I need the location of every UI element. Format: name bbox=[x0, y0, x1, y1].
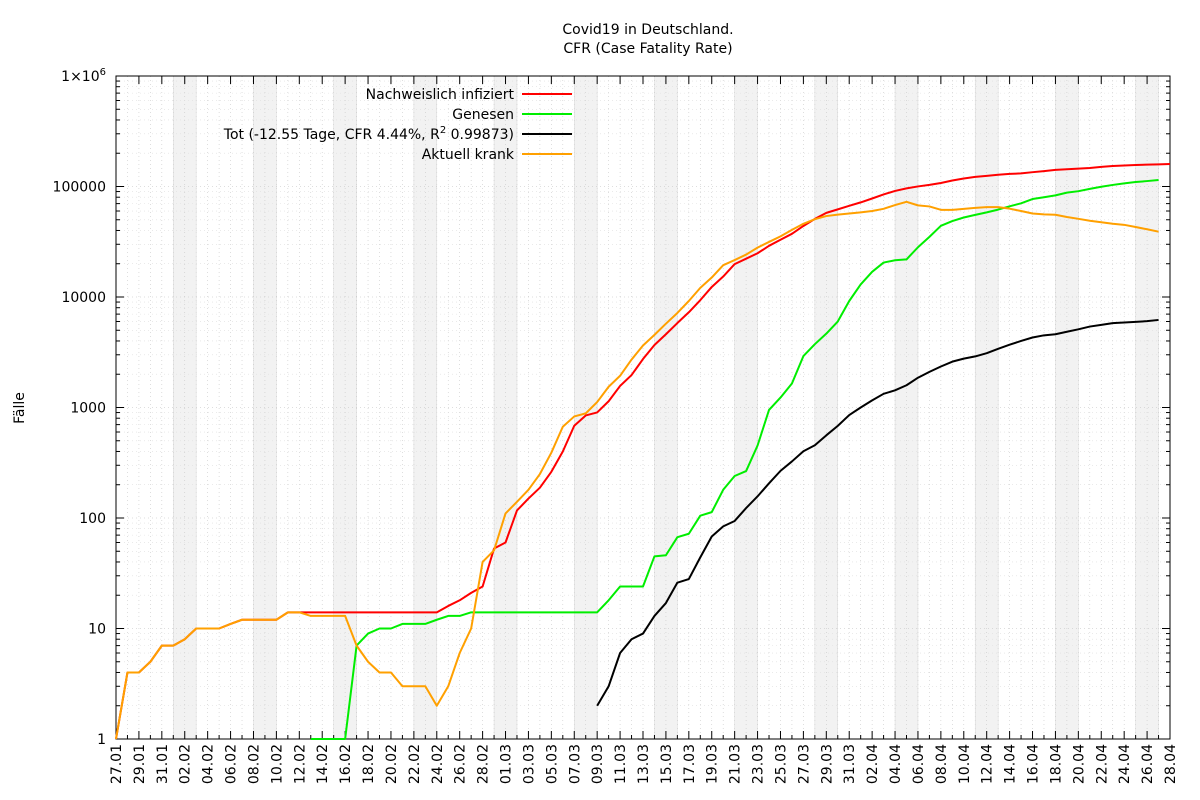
y-tick-label: 10 bbox=[88, 622, 106, 638]
x-tick-label: 12.02 bbox=[292, 744, 308, 784]
x-tick-label: 23.03 bbox=[751, 744, 767, 784]
weekend-band bbox=[734, 75, 758, 740]
x-tick-label: 27.01 bbox=[109, 744, 125, 784]
x-tick-label: 21.03 bbox=[728, 744, 744, 784]
x-tick-label: 09.03 bbox=[590, 744, 606, 784]
x-tick-label: 12.04 bbox=[980, 744, 996, 784]
legend-label: Nachweislich infiziert bbox=[366, 87, 515, 103]
x-tick-label: 14.02 bbox=[315, 744, 331, 784]
weekend-band bbox=[574, 75, 598, 740]
x-tick-label: 20.02 bbox=[384, 744, 400, 784]
legend: Nachweislich infiziert Genesen Tot (-12.55… bbox=[223, 87, 572, 163]
x-tick-label: 08.04 bbox=[934, 744, 950, 784]
x-tick-label: 29.01 bbox=[132, 744, 148, 784]
x-tick-label: 13.03 bbox=[636, 744, 652, 784]
x-tick-label: 31.01 bbox=[155, 744, 171, 784]
x-tick-label: 05.03 bbox=[544, 744, 560, 784]
y-tick-label: 100 bbox=[79, 511, 106, 527]
weekend-band bbox=[654, 75, 678, 740]
x-tick-label: 19.03 bbox=[705, 744, 721, 784]
weekend-shading bbox=[173, 75, 1159, 740]
x-tick-label: 26.04 bbox=[1140, 744, 1156, 784]
series-line bbox=[596, 318, 1159, 707]
x-tick-label: 25.03 bbox=[773, 744, 789, 784]
series bbox=[115, 162, 1171, 740]
x-tick-label: 18.02 bbox=[361, 744, 377, 784]
weekend-band bbox=[413, 75, 438, 740]
legend-label: Genesen bbox=[452, 107, 514, 123]
weekend-band bbox=[894, 75, 919, 740]
x-tick-label: 04.02 bbox=[201, 744, 217, 784]
y-tick-label: 1×106 bbox=[61, 67, 106, 85]
chart-subtitle: CFR (Case Fatality Rate) bbox=[563, 41, 732, 57]
y-tick-label: 10000 bbox=[61, 290, 106, 306]
x-tick-label: 14.04 bbox=[1003, 744, 1019, 784]
weekend-band bbox=[1055, 75, 1079, 740]
y-axis-label: Fälle bbox=[12, 392, 28, 424]
x-tick-label: 16.04 bbox=[1026, 744, 1042, 784]
x-tick-label: 02.04 bbox=[865, 744, 881, 784]
weekend-band bbox=[333, 75, 357, 740]
x-tick-label: 29.03 bbox=[819, 744, 835, 784]
x-tick-label: 02.02 bbox=[178, 744, 194, 784]
x-tick-label: 24.02 bbox=[430, 744, 446, 784]
weekend-band bbox=[814, 75, 839, 740]
x-tick-label: 22.04 bbox=[1094, 744, 1110, 784]
x-tick-label: 28.04 bbox=[1163, 744, 1179, 784]
x-tick-label: 15.03 bbox=[659, 744, 675, 784]
weekend-band bbox=[1135, 75, 1159, 740]
x-tick-label: 11.03 bbox=[613, 744, 629, 784]
x-tick-label: 20.04 bbox=[1071, 744, 1087, 784]
x-tick-label: 10.04 bbox=[957, 744, 973, 784]
x-tick-label: 04.04 bbox=[888, 744, 904, 784]
x-tick-label: 03.03 bbox=[521, 744, 537, 784]
y-tick-label: 100000 bbox=[53, 180, 106, 196]
x-tick-label: 01.03 bbox=[499, 744, 515, 784]
y-tick-label: 1 bbox=[97, 732, 106, 748]
x-tick-label: 17.03 bbox=[682, 744, 698, 784]
x-tick-label: 28.02 bbox=[476, 744, 492, 784]
grid bbox=[115, 76, 1171, 740]
series-line bbox=[310, 179, 1159, 740]
x-tick-label: 10.02 bbox=[269, 744, 285, 784]
x-tick-label: 18.04 bbox=[1048, 744, 1064, 784]
chart-title: Covid19 in Deutschland. bbox=[562, 22, 733, 38]
x-tick-label: 07.03 bbox=[567, 744, 583, 784]
x-tick-label: 31.03 bbox=[842, 744, 858, 784]
y-axis: 1 10 100 1000 10000 100000 1×106 bbox=[53, 67, 1170, 748]
x-tick-label: 16.02 bbox=[338, 744, 354, 784]
legend-label: Aktuell krank bbox=[422, 147, 515, 163]
legend-label: Tot (-12.55 Tage, CFR 4.44%, R2 0.99873) bbox=[223, 125, 514, 143]
x-tick-label: 22.02 bbox=[407, 744, 423, 784]
x-tick-label: 06.02 bbox=[224, 744, 240, 784]
weekend-band bbox=[493, 75, 518, 740]
x-tick-label: 08.02 bbox=[246, 744, 262, 784]
x-tick-label: 06.04 bbox=[911, 744, 927, 784]
series-line bbox=[115, 200, 1159, 740]
x-tick-label: 27.03 bbox=[796, 744, 812, 784]
x-tick-label: 26.02 bbox=[453, 744, 469, 784]
x-tick-label: 24.04 bbox=[1117, 744, 1133, 784]
y-tick-label: 1000 bbox=[70, 401, 106, 417]
x-axis: 27.01 29.01 31.01 02.02 04.02 06.02 08.02 10.02… bbox=[109, 76, 1179, 784]
